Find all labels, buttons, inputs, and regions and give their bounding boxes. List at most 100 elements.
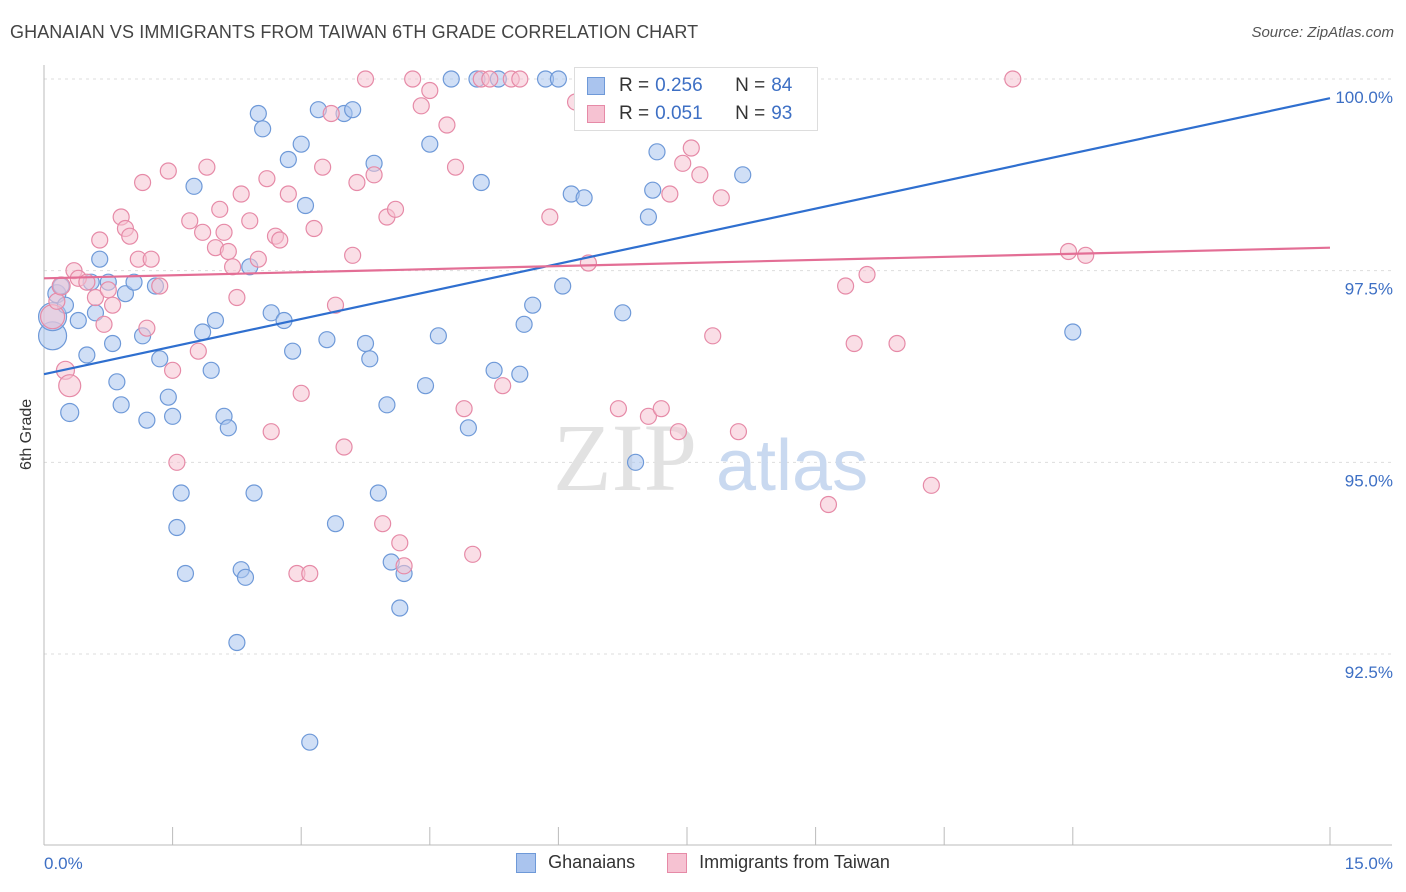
taiwan-point	[481, 70, 499, 88]
ghanaians-point	[639, 208, 658, 226]
series-legend: Ghanaians Immigrants from Taiwan	[0, 852, 1406, 873]
chart-title: GHANAIAN VS IMMIGRANTS FROM TAIWAN 6TH G…	[10, 22, 699, 42]
taiwan-point	[262, 423, 280, 441]
ghanaians-point	[378, 396, 396, 414]
ghanaians-point	[626, 453, 645, 471]
taiwan-point	[335, 438, 353, 456]
ghanaians-point	[391, 599, 409, 617]
y-tick-label: 95.0%	[1345, 471, 1393, 490]
ghanaians-point	[284, 342, 302, 360]
taiwan-point	[395, 557, 413, 575]
ghanaians-point	[459, 419, 477, 437]
ghanaians-point	[292, 135, 310, 153]
ghanaians-point	[485, 361, 503, 379]
taiwan-point	[837, 277, 855, 295]
n-value: 84	[771, 75, 793, 96]
legend-item-ghanaians[interactable]: Ghanaians	[516, 852, 635, 873]
tick-label-layer: 100.0% 97.5% 95.0% 92.5% 0.0% 15.0%	[44, 88, 1393, 873]
ghanaians-point	[176, 564, 195, 583]
legend-label: Ghanaians	[548, 852, 636, 872]
taiwan-point	[365, 166, 383, 184]
r-value: 0.051	[655, 103, 703, 124]
taiwan-point	[305, 219, 323, 238]
ghanaians-point	[301, 733, 319, 751]
taiwan-point	[674, 154, 692, 172]
taiwan-point	[609, 400, 628, 418]
taiwan-point	[164, 361, 182, 379]
taiwan-point	[819, 495, 838, 514]
ghanaians-point	[116, 285, 135, 303]
taiwan-point	[51, 276, 71, 296]
taiwan-point	[95, 315, 113, 333]
ghanaians-point	[125, 273, 143, 291]
ghanaians-point	[614, 304, 632, 322]
taiwan-point	[438, 116, 456, 134]
taiwan-point	[292, 384, 310, 402]
legend-label: Immigrants from Taiwan	[699, 852, 890, 872]
ghanaians-point	[236, 568, 255, 586]
taiwan-point	[224, 258, 242, 276]
taiwan-point	[1059, 242, 1078, 261]
taiwan-point	[326, 296, 345, 314]
taiwan-point	[682, 139, 700, 157]
taiwan-point	[168, 453, 186, 471]
ghanaians-point	[369, 484, 387, 502]
ghanaians-point	[1064, 323, 1082, 341]
taiwan-point	[704, 327, 722, 345]
ghanaians-point	[69, 311, 87, 330]
ghanaians-point	[524, 296, 542, 314]
r-label: R =	[619, 75, 650, 96]
taiwan-point	[271, 231, 289, 249]
trend-layer	[43, 97, 1331, 376]
taiwan-point	[219, 242, 237, 261]
taiwan-point	[58, 374, 82, 398]
ghanaians-point	[442, 70, 460, 88]
taiwan-point	[712, 189, 730, 207]
y-tick-label: 97.5%	[1345, 280, 1393, 299]
taiwan-point	[661, 185, 679, 203]
blue-swatch-icon	[587, 77, 605, 95]
ghanaians-point	[249, 104, 267, 123]
source-label: Source: ZipAtlas.com	[1251, 24, 1394, 41]
taiwan-point	[232, 185, 250, 203]
ghanaians-point	[262, 304, 280, 322]
taiwan-point	[922, 476, 940, 494]
taiwan-point	[348, 173, 366, 192]
ghanaians-point	[416, 377, 435, 395]
taiwan-point	[189, 342, 207, 360]
taiwan-point	[446, 158, 465, 176]
ghanaians-point	[245, 484, 263, 502]
taiwan-point	[845, 334, 863, 353]
ghanaians-point	[185, 177, 203, 195]
ghanaians-trend-line	[43, 97, 1331, 376]
taiwan-point	[138, 319, 156, 337]
ghanaians-point	[279, 150, 297, 169]
points-layer	[37, 70, 1095, 751]
r-label: R =	[619, 103, 650, 124]
legend-item-taiwan[interactable]: Immigrants from Taiwan	[667, 852, 890, 873]
ghanaians-point	[421, 135, 439, 153]
n-label: N =	[735, 103, 766, 124]
taiwan-point	[691, 166, 709, 184]
ghanaians-point	[644, 181, 662, 199]
ghanaians-point	[554, 277, 572, 295]
taiwan-point	[48, 292, 66, 310]
taiwan-point	[301, 564, 319, 583]
ghanaians-point	[164, 407, 182, 425]
taiwan-point	[194, 223, 212, 241]
ghanaians-point	[549, 70, 568, 88]
ghanaians-point	[206, 311, 225, 330]
ghanaians-point	[344, 101, 362, 119]
taiwan-point	[1004, 70, 1022, 88]
ghanaians-point	[511, 365, 529, 383]
watermark: ZIP atlas	[553, 404, 868, 511]
taiwan-trend-line	[43, 246, 1331, 280]
ghanaians-point	[194, 323, 212, 341]
ghanaians-point	[318, 331, 336, 349]
taiwan-point	[464, 545, 482, 563]
taiwan-point	[888, 334, 906, 353]
taiwan-point	[151, 277, 169, 295]
taiwan-point	[421, 81, 439, 100]
ghanaians-point	[159, 388, 177, 406]
ghanaians-point	[60, 402, 80, 423]
